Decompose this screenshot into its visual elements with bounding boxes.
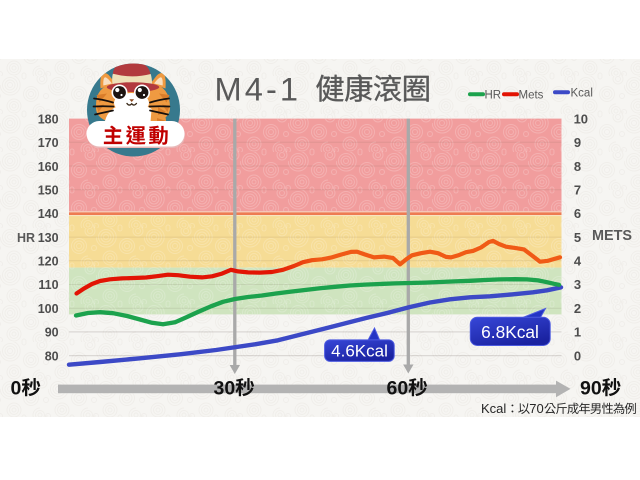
svg-text:6.8Kcal: 6.8Kcal [481, 322, 539, 342]
svg-text:170: 170 [38, 136, 59, 150]
svg-text:70: 70 [529, 401, 543, 416]
svg-text:HR: HR [485, 90, 502, 102]
svg-text:3: 3 [574, 277, 581, 292]
svg-text:90: 90 [45, 326, 59, 340]
svg-text:METS: METS [592, 228, 632, 244]
svg-text:120: 120 [38, 255, 59, 269]
svg-text:7: 7 [574, 183, 581, 198]
svg-text:5: 5 [574, 230, 581, 245]
svg-text:9: 9 [574, 135, 581, 150]
svg-text:160: 160 [38, 160, 59, 174]
svg-text:6: 6 [574, 206, 581, 221]
svg-text:110: 110 [38, 278, 58, 292]
svg-text:30: 30 [214, 378, 236, 400]
svg-text:180: 180 [38, 112, 59, 126]
svg-text:4: 4 [574, 254, 582, 269]
svg-text:130: 130 [38, 231, 59, 245]
svg-text:Mets: Mets [519, 90, 544, 102]
svg-text:80: 80 [45, 349, 59, 363]
svg-text:60: 60 [387, 378, 409, 400]
svg-text:2: 2 [574, 301, 581, 316]
svg-text:Kcal: Kcal [481, 401, 506, 416]
svg-text:140: 140 [38, 207, 59, 221]
svg-text:Kcal: Kcal [571, 88, 593, 100]
svg-text:8: 8 [574, 159, 581, 174]
svg-text:0: 0 [574, 348, 581, 363]
svg-text:10: 10 [574, 111, 588, 126]
svg-text:90: 90 [580, 378, 602, 400]
svg-text:150: 150 [38, 184, 59, 198]
svg-text:HR: HR [17, 231, 35, 245]
svg-text:1: 1 [574, 325, 581, 340]
svg-text:M4-1: M4-1 [215, 71, 302, 108]
svg-text:0: 0 [11, 378, 22, 400]
svg-text:100: 100 [38, 302, 59, 316]
svg-text:4.6Kcal: 4.6Kcal [331, 342, 388, 361]
